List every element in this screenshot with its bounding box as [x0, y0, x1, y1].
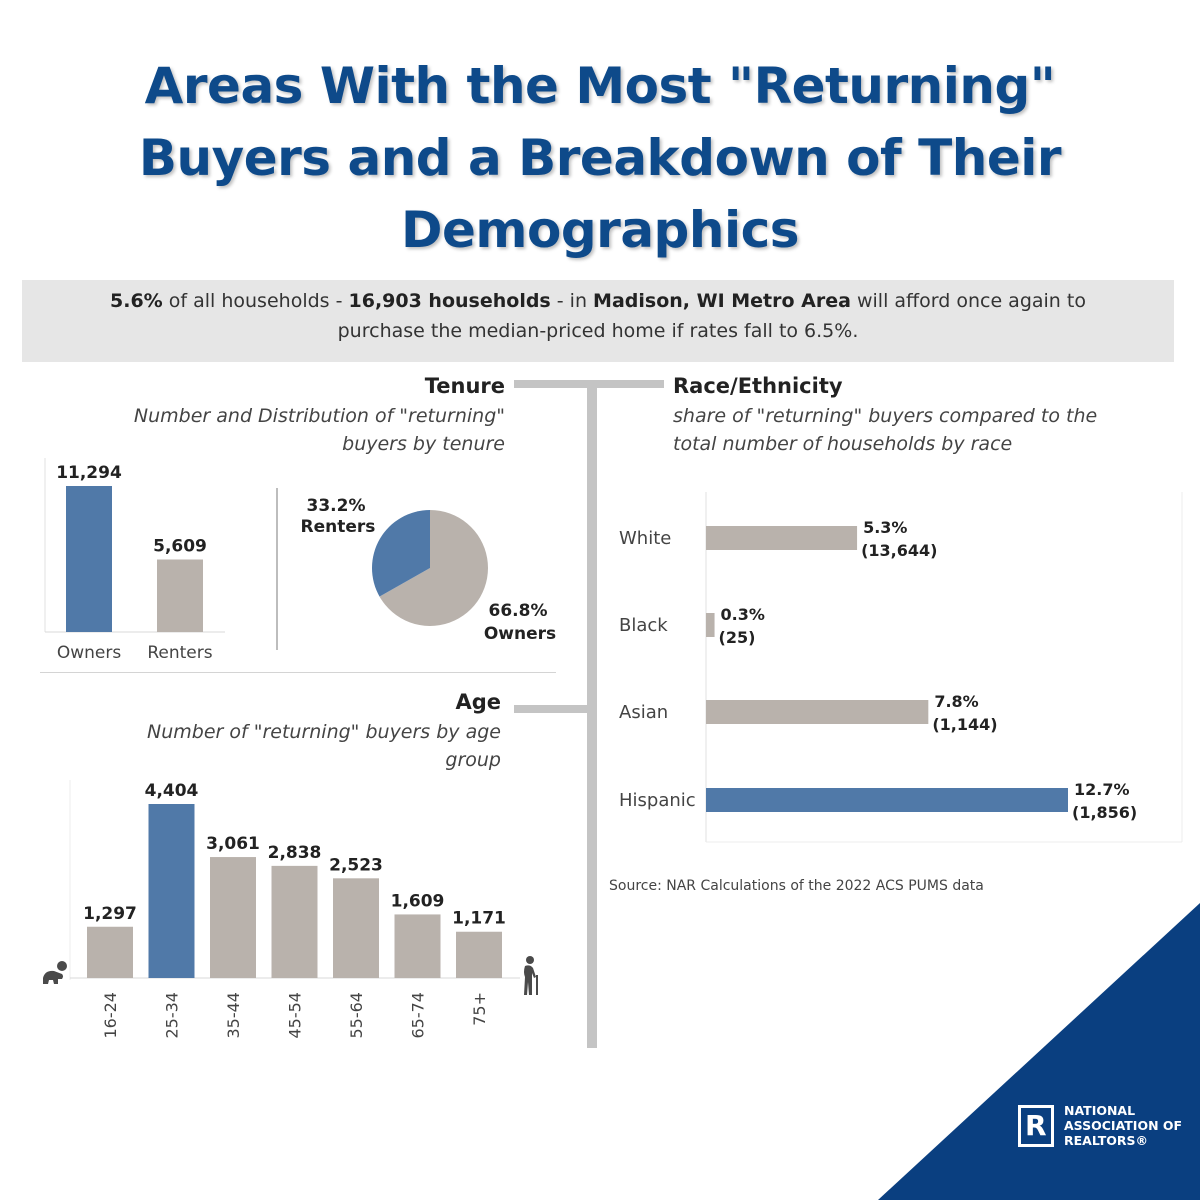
tenure-pie-chart: 33.2%Renters 66.8% Owners — [301, 496, 557, 644]
tenure-bar — [66, 486, 112, 632]
banner-area: Madison, WI Metro Area — [593, 290, 851, 312]
realtor-r-icon: R — [1018, 1105, 1054, 1147]
nar-corner-triangle — [878, 903, 1200, 1200]
banner-text-1: of all households - — [162, 290, 349, 312]
nar-logo: R NATIONAL ASSOCIATION OF REALTORS® — [1018, 1103, 1193, 1153]
banner-households: 16,903 households — [348, 290, 551, 312]
race-category-label: Hispanic — [619, 790, 696, 811]
age-bar-category-label: 75+ — [470, 992, 489, 1026]
banner-text-3: will afford once again to — [850, 290, 1086, 312]
race-bar-count-label: (13,644) — [861, 541, 937, 560]
age-bar-category-label: 65-74 — [409, 992, 428, 1039]
race-bar-pct-label: 7.8% — [934, 692, 978, 711]
page-title: Areas With the Most "Returning" Buyers a… — [0, 50, 1200, 266]
tenure-age-divider — [40, 672, 556, 673]
age-bar-chart: 1,297 16-24 4,404 25-34 3,061 35-44 2,838 45-54… — [83, 781, 506, 1039]
age-subtitle-line-2: group — [445, 749, 501, 771]
tenure-bar-chart: 11,294 Owners 5,609 Renters — [56, 463, 213, 663]
race-bar-count-label: (1,144) — [932, 715, 997, 734]
tenure-bar-value-label: 11,294 — [56, 463, 122, 483]
age-bar-value-label: 3,061 — [206, 834, 260, 854]
tenure-subtitle: Number and Distribution of "returning" b… — [40, 402, 505, 458]
logo-line-2: ASSOCIATION OF — [1064, 1118, 1183, 1133]
age-bar — [87, 926, 133, 978]
race-category-label: Asian — [619, 702, 668, 723]
tenure-bar — [157, 559, 203, 632]
race-bar-count-label: (25) — [719, 628, 756, 647]
banner-line-2: purchase the median-priced home if rates… — [337, 320, 859, 342]
age-bar — [394, 914, 441, 978]
pie-label-renters-pct: 33.2% — [307, 496, 366, 516]
pie-label-owners-pct: 66.8% — [489, 601, 548, 621]
age-bar-category-label: 25-34 — [163, 992, 182, 1039]
age-bar-category-label: 45-54 — [286, 992, 305, 1039]
age-bar — [456, 931, 502, 978]
race-title: Race/Ethnicity — [673, 374, 843, 398]
age-connector — [514, 705, 590, 713]
age-subtitle-line-1: Number of "returning" buyers by age — [147, 721, 501, 743]
age-title: Age — [455, 690, 501, 714]
pie-slice-renters — [371, 510, 430, 597]
banner-share: 5.6% — [110, 290, 163, 312]
race-subtitle-line-1: share of "returning" buyers compared to … — [673, 405, 1098, 427]
summary-banner: 5.6% of all households - 16,903 househol… — [22, 280, 1174, 362]
race-bar — [706, 526, 858, 550]
race-subtitle: share of "returning" buyers compared to … — [673, 402, 1193, 458]
age-bar — [210, 857, 256, 978]
age-bar-category-label: 55-64 — [347, 992, 366, 1039]
logo-line-1: NATIONAL — [1064, 1103, 1136, 1118]
race-category-label: White — [619, 528, 671, 549]
elderly-person-cane-icon — [524, 956, 538, 995]
baby-crawling-icon — [43, 961, 67, 984]
tenure-subtitle-line-2: buyers by tenure — [342, 433, 505, 455]
age-subtitle: Number of "returning" buyers by age grou… — [40, 718, 501, 774]
race-bar-pct-label: 0.3% — [721, 605, 765, 624]
race-bar-count-label: (1,856) — [1072, 803, 1137, 822]
age-bar — [148, 804, 195, 978]
race-bar-pct-label: 12.7% — [1074, 780, 1130, 799]
age-bar-value-label: 4,404 — [145, 781, 199, 801]
race-subtitle-line-2: total number of households by race — [673, 433, 1013, 455]
logo-text: NATIONAL ASSOCIATION OF REALTORS® — [1064, 1103, 1182, 1148]
age-bar-value-label: 1,297 — [83, 904, 137, 924]
age-bar-value-label: 1,171 — [452, 909, 506, 929]
center-divider — [587, 384, 597, 1048]
title-line-1: Areas With the Most "Returning" — [144, 57, 1056, 115]
tenure-bar-category-label: Owners — [57, 643, 122, 663]
race-category-label: Black — [619, 615, 668, 636]
age-bar — [333, 878, 379, 978]
banner-text-2: - in — [550, 290, 594, 312]
race-bar-pct-label: 5.3% — [863, 518, 907, 537]
pie-label-renters-name: Renters — [301, 517, 376, 537]
age-bar — [271, 865, 318, 978]
age-bar-category-label: 35-44 — [224, 992, 243, 1039]
race-bar — [706, 613, 715, 637]
tenure-bar-value-label: 5,609 — [153, 536, 207, 556]
race-bar-chart: White 5.3% (13,644) Black 0.3% (25) Asian 7.8% (… — [619, 518, 1137, 822]
title-line-3: Demographics — [401, 201, 799, 259]
banner-line-1: 5.6% of all households - 16,903 househol… — [22, 286, 1174, 316]
logo-line-3: REALTORS® — [1064, 1133, 1149, 1148]
age-bar-category-label: 16-24 — [101, 992, 120, 1039]
age-bar-value-label: 1,609 — [391, 891, 445, 911]
title-line-2: Buyers and a Breakdown of Their — [138, 129, 1062, 187]
logo-mark-letter: R — [1025, 1109, 1047, 1142]
tenure-connector — [514, 380, 664, 388]
race-bar — [706, 700, 929, 724]
age-bar-value-label: 2,838 — [268, 843, 322, 863]
tenure-subtitle-line-1: Number and Distribution of "returning" — [133, 405, 505, 427]
tenure-title: Tenure — [424, 374, 505, 398]
tenure-bar-category-label: Renters — [147, 643, 212, 663]
race-bar — [706, 788, 1068, 812]
source-note: Source: NAR Calculations of the 2022 ACS… — [609, 878, 984, 894]
pie-slice-owners — [379, 510, 489, 626]
age-bar-value-label: 2,523 — [329, 855, 383, 875]
pie-label-owners-name: Owners — [484, 624, 556, 644]
